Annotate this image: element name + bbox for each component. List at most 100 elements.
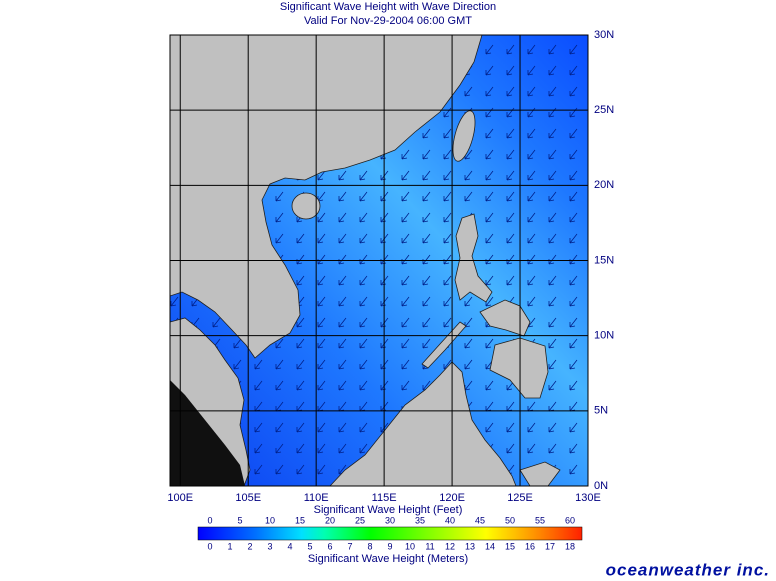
wave-arrow xyxy=(359,380,368,391)
wave-arrow xyxy=(506,233,515,244)
colorbar-tick-label: 0 xyxy=(207,541,212,551)
wave-arrow xyxy=(548,86,557,97)
wave-arrow xyxy=(506,275,515,286)
wave-arrow xyxy=(569,254,578,265)
title: Significant Wave Height with Wave Direct… xyxy=(280,1,496,13)
wave-arrow xyxy=(506,149,515,160)
colorbar-tick-label: 9 xyxy=(387,541,392,551)
wave-arrow xyxy=(317,443,326,454)
wave-arrow xyxy=(296,443,305,454)
colorbar-tick-label: 12 xyxy=(445,541,455,551)
colorbar-tick-label: 35 xyxy=(415,515,425,525)
wave-arrow xyxy=(485,191,494,202)
wave-arrow xyxy=(275,233,284,244)
x-tick-label: 120E xyxy=(439,492,465,504)
wave-arrow xyxy=(401,317,410,328)
wave-arrow xyxy=(569,212,578,223)
wave-arrow xyxy=(317,422,326,433)
wave-arrow xyxy=(254,422,263,433)
wave-arrow xyxy=(569,44,578,55)
wave-arrow xyxy=(233,338,242,349)
map xyxy=(170,35,588,486)
colorbar-tick-label: 5 xyxy=(307,541,312,551)
palawan xyxy=(421,321,467,369)
wave-arrow xyxy=(569,86,578,97)
wave-arrow xyxy=(338,338,347,349)
y-tick-label: 20N xyxy=(594,179,614,191)
wave-arrow xyxy=(548,275,557,286)
colorbar-tick-label: 8 xyxy=(367,541,372,551)
wave-arrow xyxy=(548,233,557,244)
wave-arrow xyxy=(569,191,578,202)
luzon xyxy=(454,213,493,303)
wave-arrow xyxy=(359,233,368,244)
wave-arrow xyxy=(338,275,347,286)
wave-arrow xyxy=(527,275,536,286)
x-tick-label: 110E xyxy=(304,492,329,504)
logo: oceanweather inc. xyxy=(606,560,770,579)
wave-arrow xyxy=(443,212,452,223)
wave-arrow xyxy=(485,233,494,244)
wave-arrow xyxy=(506,212,515,223)
wave-arrow xyxy=(548,422,557,433)
wave-arrow xyxy=(317,212,326,223)
wave-arrow xyxy=(548,338,557,349)
wave-arrow xyxy=(527,86,536,97)
wave-arrow xyxy=(422,191,431,202)
wave-arrow xyxy=(170,296,179,307)
wave-arrow xyxy=(317,359,326,370)
wave-arrow xyxy=(464,86,473,97)
wave-arrow xyxy=(569,380,578,391)
wave-arrow xyxy=(338,233,347,244)
colorbar-tick-label: 13 xyxy=(465,541,475,551)
wave-arrow xyxy=(569,128,578,139)
wave-arrow xyxy=(296,275,305,286)
colorbar-tick-label: 18 xyxy=(565,541,575,551)
y-tick-label: 15N xyxy=(594,254,614,266)
wave-arrow xyxy=(548,65,557,76)
hainan xyxy=(291,192,321,220)
colorbar-tick-label: 20 xyxy=(325,515,335,525)
wave-arrow xyxy=(506,254,515,265)
wave-arrow xyxy=(422,149,431,160)
y-tick-label: 25N xyxy=(594,104,614,116)
colorbar-ticks: 0 5 10 15 20 25 30 35 40 45 50 55 600 1 2 3 4 5 6 7 8 9 10 11 12… xyxy=(207,515,575,551)
wave-arrow xyxy=(317,296,326,307)
sulawesi xyxy=(519,461,561,486)
y-tick-label: 5N xyxy=(594,405,608,417)
wave-arrow xyxy=(548,380,557,391)
wave-arrow xyxy=(485,380,494,391)
wave-arrow xyxy=(422,233,431,244)
wave-arrow xyxy=(359,359,368,370)
colorbar-tick-label: 10 xyxy=(265,515,275,525)
wave-arrow xyxy=(569,170,578,181)
wave-arrow xyxy=(422,296,431,307)
wave-arrow xyxy=(548,254,557,265)
wave-arrow xyxy=(338,296,347,307)
wave-arrow xyxy=(317,464,326,475)
wave-arrow xyxy=(527,254,536,265)
wave-arrow xyxy=(338,380,347,391)
wave-arrow xyxy=(569,317,578,328)
wave-arrow xyxy=(338,191,347,202)
wave-arrow xyxy=(296,233,305,244)
wave-arrow xyxy=(275,359,284,370)
wave-arrow xyxy=(548,44,557,55)
wave-arrow xyxy=(485,254,494,265)
colorbar-tick-label: 0 xyxy=(207,515,212,525)
wave-arrow xyxy=(401,296,410,307)
wave-arrow xyxy=(422,338,431,349)
colorbar-tick-label: 14 xyxy=(485,541,495,551)
wave-arrow xyxy=(464,170,473,181)
wave-arrow xyxy=(527,65,536,76)
wave-arrow xyxy=(569,149,578,160)
wave-arrow xyxy=(569,275,578,286)
wave-arrow xyxy=(275,212,284,223)
wave-arrow xyxy=(401,275,410,286)
wave-arrow xyxy=(338,254,347,265)
colorbar-tick-label: 6 xyxy=(327,541,332,551)
wave-arrow xyxy=(401,380,410,391)
mindanao xyxy=(489,337,549,399)
wave-arrow xyxy=(212,317,221,328)
wave-arrow xyxy=(548,296,557,307)
